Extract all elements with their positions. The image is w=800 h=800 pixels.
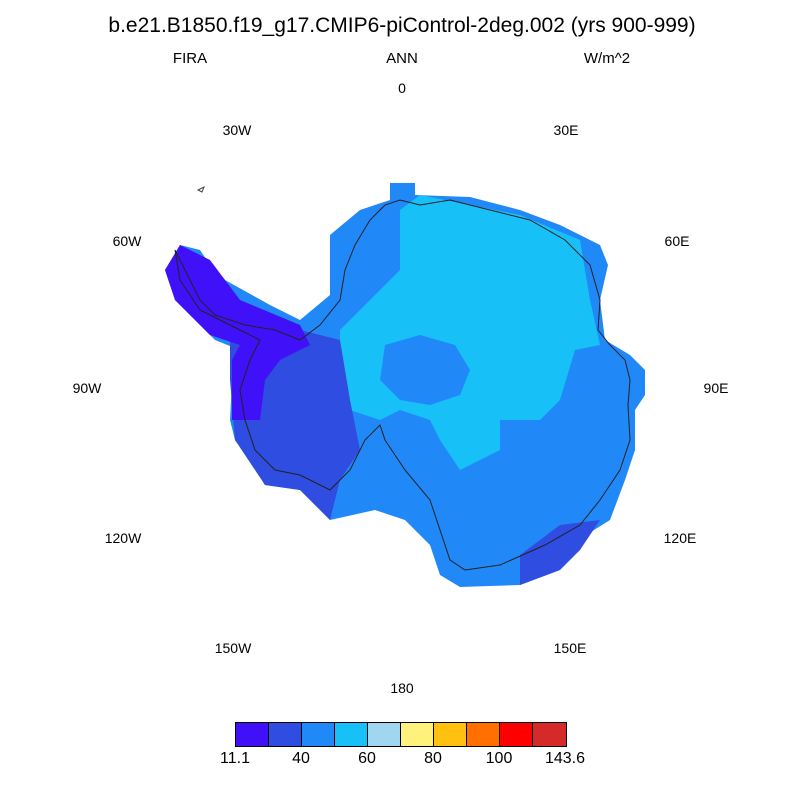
lon-label-150e: 150E (553, 640, 587, 656)
colorbar (235, 722, 567, 747)
lon-label-150w: 150W (214, 640, 252, 656)
lon-label-90w: 90W (72, 380, 102, 396)
lon-label-120e: 120E (663, 530, 697, 546)
colorbar-box-9 (533, 723, 566, 746)
lon-label-0: 0 (398, 80, 406, 96)
colorbar-box-1 (269, 723, 302, 746)
lon-label-120w: 120W (104, 530, 142, 546)
colorbar-box-2 (302, 723, 335, 746)
lon-label-30e: 30E (553, 122, 579, 138)
colorbar-label: 143.6 (544, 750, 586, 767)
colorbar-label: 80 (424, 750, 442, 767)
field-region-violet (165, 245, 310, 420)
field-region-cyan (340, 195, 600, 470)
coastline (174, 199, 631, 571)
lon-label-30w: 30W (222, 122, 252, 138)
colorbar-label: 11.1 (220, 750, 250, 767)
colorbar-box-3 (335, 723, 368, 746)
colorbar-box-4 (368, 723, 401, 746)
colorbar-label: 100 (485, 750, 513, 767)
units-label: W/m^2 (583, 50, 631, 67)
lon-label-180: 180 (390, 680, 414, 696)
colorbar-box-6 (434, 723, 467, 746)
colorbar-box-0 (236, 723, 269, 746)
season-label: ANN (386, 50, 418, 67)
colorbar-box-5 (401, 723, 434, 746)
colorbar-label: 40 (292, 750, 310, 767)
colorbar-box-7 (467, 723, 500, 746)
plot-title: b.e21.B1850.f19_g17.CMIP6-piControl-2deg… (108, 14, 696, 37)
field-region-dark-blue-east (520, 520, 600, 585)
lon-label-90e: 90E (703, 380, 729, 396)
field-region-pole-blue (380, 335, 470, 405)
colorbar-label: 60 (358, 750, 376, 767)
island-outline (196, 185, 205, 193)
lon-label-60w: 60W (112, 233, 142, 249)
variable-label: FIRA (172, 50, 208, 67)
lon-label-60e: 60E (664, 233, 690, 249)
colorbar-box-8 (500, 723, 533, 746)
